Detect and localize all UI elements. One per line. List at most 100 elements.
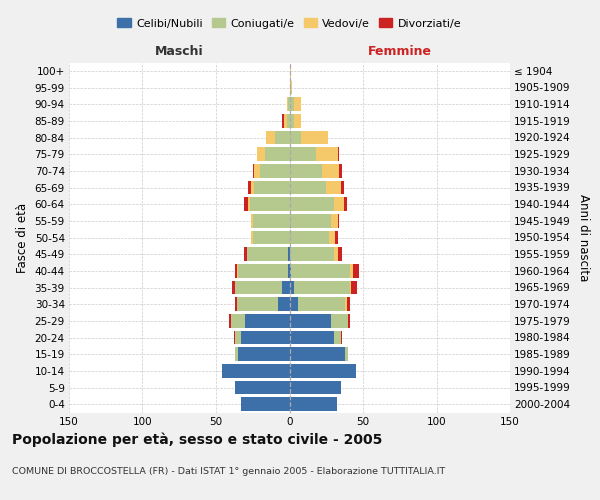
Bar	[250, 198, 290, 211]
Bar	[291, 264, 350, 278]
Bar	[290, 164, 322, 177]
Text: COMUNE DI BROCCOSTELLA (FR) - Dati ISTAT 1° gennaio 2005 - Elaborazione TUTTITAL: COMUNE DI BROCCOSTELLA (FR) - Dati ISTAT…	[12, 468, 445, 476]
Bar	[230, 314, 245, 328]
Bar	[353, 264, 359, 278]
Bar	[290, 348, 346, 361]
Bar	[251, 230, 253, 244]
Bar	[266, 130, 275, 144]
Bar	[248, 180, 251, 194]
Bar	[338, 214, 340, 228]
Y-axis label: Fasce di età: Fasce di età	[16, 202, 29, 272]
Bar	[290, 148, 316, 161]
Bar	[235, 380, 290, 394]
Bar	[338, 248, 343, 261]
Bar	[291, 80, 292, 94]
Bar	[253, 214, 290, 228]
Bar	[335, 230, 338, 244]
Bar	[235, 298, 236, 311]
Text: Femmine: Femmine	[368, 44, 432, 58]
Bar	[294, 114, 301, 128]
Bar	[288, 248, 290, 261]
Bar	[222, 364, 290, 378]
Bar	[344, 198, 347, 211]
Bar	[232, 280, 235, 294]
Bar	[351, 280, 357, 294]
Bar	[331, 214, 338, 228]
Bar	[287, 114, 290, 128]
Legend: Celibi/Nubili, Coniugati/e, Vedovi/e, Divorziati/e: Celibi/Nubili, Coniugati/e, Vedovi/e, Di…	[113, 14, 466, 33]
Bar	[244, 248, 247, 261]
Bar	[290, 98, 294, 111]
Bar	[233, 330, 235, 344]
Bar	[241, 330, 290, 344]
Bar	[290, 180, 326, 194]
Bar	[290, 214, 331, 228]
Bar	[347, 298, 350, 311]
Bar	[229, 314, 230, 328]
Bar	[287, 98, 288, 111]
Bar	[341, 330, 343, 344]
Bar	[235, 330, 241, 344]
Bar	[253, 164, 254, 177]
Bar	[290, 80, 291, 94]
Bar	[290, 64, 291, 78]
Bar	[241, 398, 290, 411]
Bar	[301, 130, 328, 144]
Bar	[248, 198, 250, 211]
Bar	[346, 348, 348, 361]
Bar	[329, 230, 335, 244]
Bar	[275, 130, 290, 144]
Text: Maschi: Maschi	[155, 44, 203, 58]
Bar	[236, 298, 278, 311]
Bar	[260, 164, 290, 177]
Bar	[338, 148, 340, 161]
Bar	[334, 248, 338, 261]
Bar	[235, 264, 236, 278]
Bar	[235, 280, 282, 294]
Bar	[238, 348, 290, 361]
Bar	[346, 298, 347, 311]
Bar	[290, 230, 329, 244]
Bar	[290, 364, 356, 378]
Bar	[235, 348, 238, 361]
Bar	[282, 280, 290, 294]
Bar	[290, 314, 331, 328]
Bar	[238, 264, 288, 278]
Bar	[290, 380, 341, 394]
Bar	[316, 148, 338, 161]
Bar	[284, 114, 287, 128]
Bar	[290, 114, 294, 128]
Bar	[294, 98, 301, 111]
Bar	[290, 130, 301, 144]
Bar	[290, 330, 334, 344]
Bar	[290, 248, 334, 261]
Bar	[288, 98, 290, 111]
Bar	[278, 298, 290, 311]
Bar	[253, 230, 290, 244]
Bar	[282, 114, 284, 128]
Bar	[348, 314, 350, 328]
Bar	[254, 164, 260, 177]
Bar	[290, 298, 298, 311]
Bar	[251, 180, 254, 194]
Bar	[294, 280, 350, 294]
Bar	[341, 180, 344, 194]
Bar	[350, 280, 351, 294]
Bar	[265, 148, 290, 161]
Bar	[350, 264, 353, 278]
Bar	[290, 280, 294, 294]
Bar	[331, 314, 348, 328]
Bar	[245, 314, 290, 328]
Bar	[288, 264, 290, 278]
Bar	[334, 198, 344, 211]
Bar	[290, 398, 337, 411]
Bar	[236, 264, 238, 278]
Bar	[290, 198, 334, 211]
Text: Popolazione per età, sesso e stato civile - 2005: Popolazione per età, sesso e stato civil…	[12, 432, 382, 447]
Bar	[254, 180, 290, 194]
Y-axis label: Anni di nascita: Anni di nascita	[577, 194, 590, 281]
Bar	[247, 248, 288, 261]
Bar	[290, 264, 291, 278]
Bar	[322, 164, 340, 177]
Bar	[298, 298, 346, 311]
